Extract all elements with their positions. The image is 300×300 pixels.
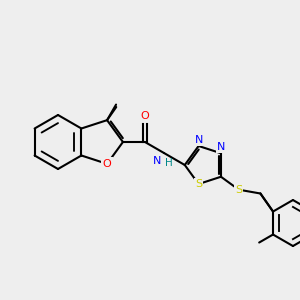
Text: O: O bbox=[103, 159, 111, 169]
Text: O: O bbox=[141, 111, 149, 121]
Text: N: N bbox=[194, 135, 203, 145]
Text: S: S bbox=[195, 179, 202, 189]
Text: N: N bbox=[153, 156, 161, 166]
Text: N: N bbox=[217, 142, 225, 152]
Text: H: H bbox=[165, 158, 173, 168]
Text: S: S bbox=[235, 185, 242, 195]
